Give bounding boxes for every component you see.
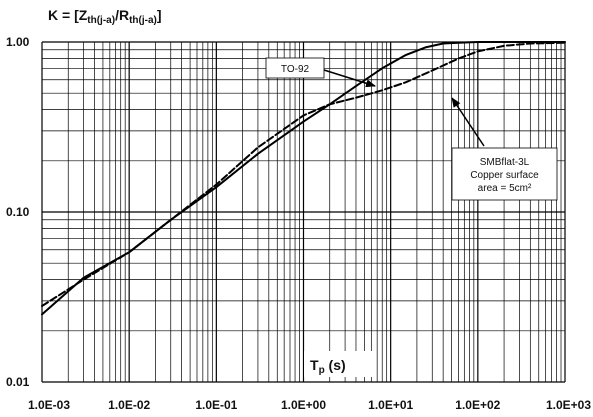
x-tick-label: 1.0E-03 bbox=[28, 398, 70, 412]
chart-title: K = [Zth(j-a)/Rth(j-a)] bbox=[48, 7, 162, 26]
annotation-box bbox=[451, 147, 558, 201]
x-tick-label: 1.0E+03 bbox=[546, 398, 591, 412]
xlabel-suffix: (s) bbox=[325, 357, 346, 373]
title-suffix: ] bbox=[157, 7, 162, 23]
series-line-2-dashed bbox=[41, 41, 566, 307]
x-tick-label: 1.0E+00 bbox=[281, 398, 326, 412]
x-tick-label: 1.0E-01 bbox=[195, 398, 237, 412]
xlabel-background bbox=[304, 351, 376, 377]
annotation-1: TO-92 bbox=[265, 57, 376, 88]
title-middle: /R bbox=[115, 7, 129, 23]
annotation-text: Copper surface bbox=[470, 170, 539, 181]
y-tick-label: 1.00 bbox=[6, 35, 30, 49]
annotation-2: SMBflat-3L Copper surface area = 5cm² bbox=[451, 97, 558, 201]
title-sub-2: th(j-a) bbox=[129, 15, 157, 26]
title-sub-1: th(j-a) bbox=[87, 15, 115, 26]
title-prefix: K = [Z bbox=[48, 7, 88, 23]
annotations: TO-92 SMBflat-3L Copper surface area = 5cm² bbox=[265, 57, 558, 201]
y-tick-labels: 0.01 0.10 1.00 bbox=[6, 35, 30, 389]
series-layer bbox=[41, 41, 566, 316]
annotation-text: area = 5cm² bbox=[478, 183, 532, 194]
x-axis-label: Tp (s) bbox=[310, 357, 346, 376]
grid bbox=[41, 41, 566, 383]
y-tick-label: 0.10 bbox=[6, 205, 30, 219]
x-tick-labels: 1.0E-03 1.0E-02 1.0E-01 1.0E+00 1.0E+01 1.0E+… bbox=[28, 398, 591, 412]
annotation-text: TO-92 bbox=[281, 64, 310, 75]
annotation-text: SMBflat-3L bbox=[480, 157, 530, 168]
x-tick-label: 1.0E+02 bbox=[455, 398, 500, 412]
annotation-box bbox=[265, 57, 325, 79]
annotation-arrow bbox=[323, 69, 376, 88]
xlabel-sub: p bbox=[319, 365, 325, 376]
xlabel-main: T bbox=[310, 357, 319, 373]
x-tick-label: 1.0E-02 bbox=[108, 398, 150, 412]
x-tick-label: 1.0E+01 bbox=[368, 398, 413, 412]
y-tick-label: 0.01 bbox=[6, 375, 30, 389]
annotation-arrow bbox=[451, 97, 485, 147]
